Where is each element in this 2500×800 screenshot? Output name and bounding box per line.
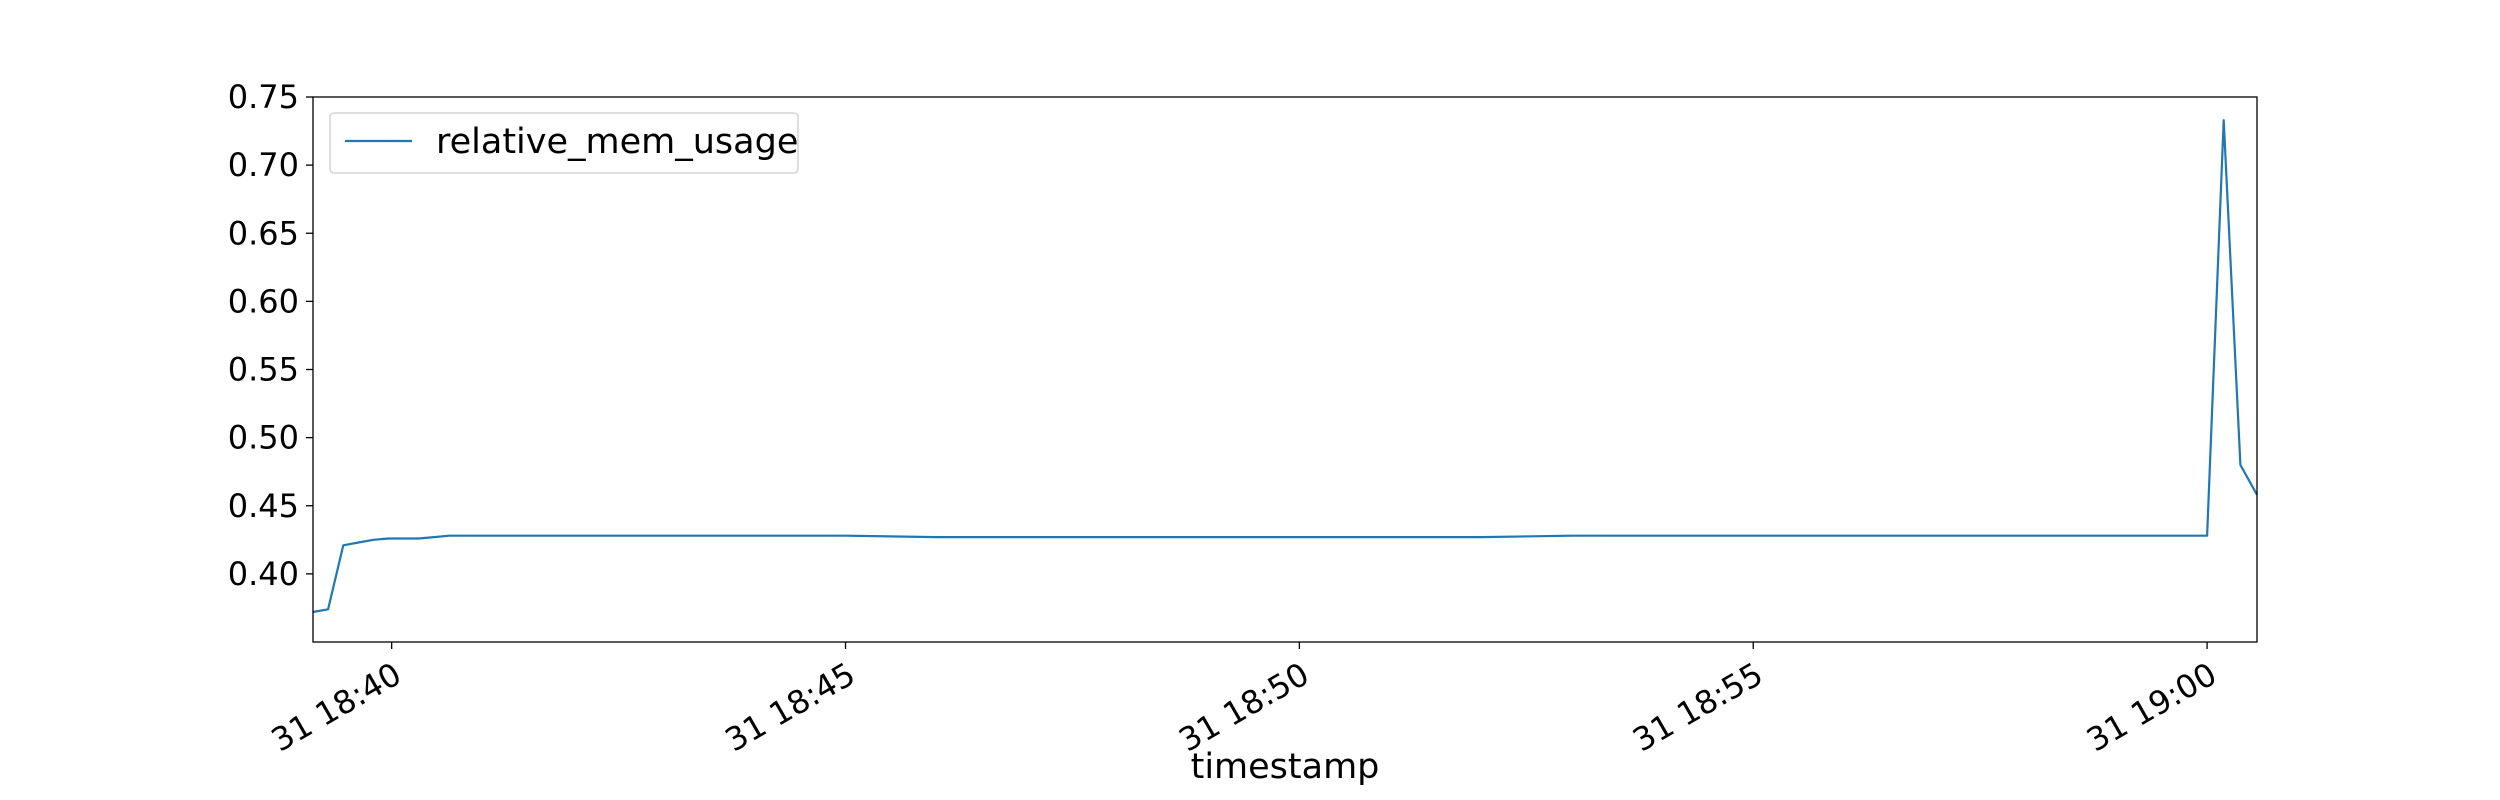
legend-box — [329, 112, 799, 174]
y-tick-label: 0.60 — [228, 282, 299, 320]
y-tick-label: 0.45 — [228, 487, 299, 525]
ticks-layer: 0.40 0.45 0.50 0.55 0.60 0.65 0.70 0.75 31 18:40… — [228, 78, 2223, 759]
x-tick-label: 31 18:55 — [1626, 655, 1769, 759]
y-tick-label: 0.65 — [228, 214, 299, 252]
y-tick-label: 0.50 — [228, 419, 299, 457]
x-tick-label: 31 18:45 — [719, 655, 862, 759]
plot-frame — [312, 96, 2258, 643]
y-tick-label: 0.55 — [228, 351, 299, 389]
series-layer — [312, 119, 2258, 614]
x-tick-label: 31 19:00 — [2080, 655, 2223, 759]
legend-label-relative-mem-usage: relative_mem_usage — [436, 122, 798, 162]
y-tick-label: 0.40 — [228, 555, 299, 593]
x-tick-label: 31 18:50 — [1172, 655, 1315, 759]
y-tick-label: 0.70 — [228, 146, 299, 184]
y-tick-label: 0.75 — [228, 78, 299, 116]
series-line-relative-mem-usage — [312, 119, 2258, 614]
legend: relative_mem_usage — [329, 112, 799, 174]
x-axis-label: timestamp — [1191, 747, 1380, 787]
x-tick-label: 31 18:40 — [265, 655, 408, 759]
